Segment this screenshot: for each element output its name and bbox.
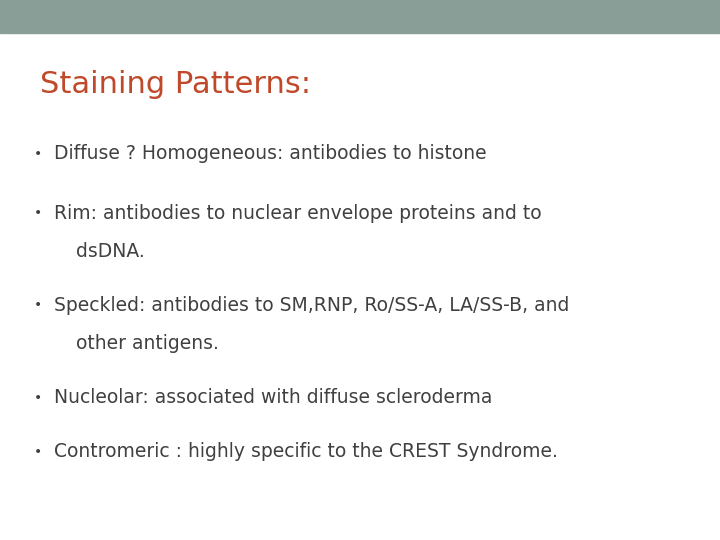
Text: Contromeric : highly specific to the CREST Syndrome.: Contromeric : highly specific to the CRE… <box>54 442 558 462</box>
Text: other antigens.: other antigens. <box>76 334 218 354</box>
Text: dsDNA.: dsDNA. <box>76 241 144 261</box>
Text: Rim: antibodies to nuclear envelope proteins and to: Rim: antibodies to nuclear envelope prot… <box>54 204 541 223</box>
Text: •: • <box>34 445 42 459</box>
Text: Staining Patterns:: Staining Patterns: <box>40 70 310 99</box>
Bar <box>0 0 720 33</box>
Text: Speckled: antibodies to SM,RNP, Ro/SS-A, LA/SS-B, and: Speckled: antibodies to SM,RNP, Ro/SS-A,… <box>54 295 570 315</box>
Text: Diffuse ? Homogeneous: antibodies to histone: Diffuse ? Homogeneous: antibodies to his… <box>54 144 487 164</box>
Text: •: • <box>34 391 42 405</box>
Text: •: • <box>34 147 42 161</box>
Text: Nucleolar: associated with diffuse scleroderma: Nucleolar: associated with diffuse scler… <box>54 388 492 408</box>
Text: •: • <box>34 298 42 312</box>
Text: •: • <box>34 206 42 220</box>
